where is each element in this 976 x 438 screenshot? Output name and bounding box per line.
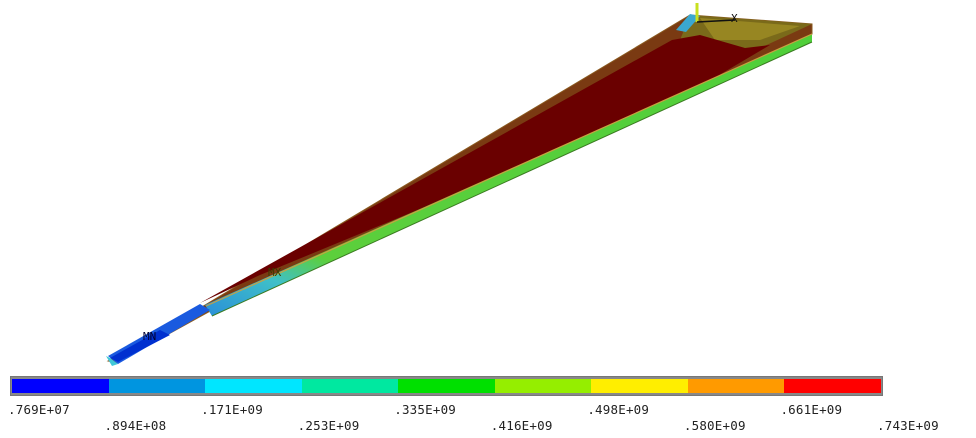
blade-root-highlight	[700, 18, 800, 40]
stress-contour-model: X MX MN	[106, 3, 813, 366]
legend-label-8: .580E+09	[683, 418, 746, 433]
max-marker: MX	[268, 266, 282, 279]
legend-swatch-4	[301, 379, 399, 393]
min-stress-region-core	[110, 330, 170, 362]
legend-label-2: .894E+08	[104, 418, 167, 433]
legend-label-3: .171E+09	[201, 402, 263, 417]
contour-legend: .769E+07 .894E+08 .171E+09 .253E+09 .335E+09…	[0, 370, 976, 438]
legend-swatch-9	[784, 379, 882, 393]
max-stress-region	[200, 35, 770, 303]
legend-swatch-7	[591, 379, 689, 393]
legend-swatch-3	[205, 379, 303, 393]
legend-label-9: .661E+09	[780, 402, 843, 417]
legend-swatch-8	[687, 379, 785, 393]
legend-swatch-6	[494, 379, 592, 393]
legend-swatch-1	[12, 379, 110, 393]
legend-label-10: .743E+09	[877, 418, 939, 433]
blade-edge-strip	[205, 34, 812, 316]
legend-label-5: .335E+09	[394, 402, 457, 417]
model-viewport[interactable]: X MX MN	[0, 0, 976, 370]
root-end-cap	[676, 14, 700, 32]
blade-lower-edge-line	[211, 41, 813, 317]
legend-label-1: .769E+07	[8, 402, 70, 417]
legend-color-bar	[10, 376, 883, 396]
blade-edge-line	[205, 33, 813, 307]
legend-label-7: .498E+09	[587, 402, 650, 417]
legend-label-4: .253E+09	[297, 418, 360, 433]
min-marker: MN	[143, 330, 156, 343]
blade-tip-edge	[106, 356, 118, 366]
legend-swatch-5	[398, 379, 496, 393]
legend-label-6: .416E+09	[490, 418, 553, 433]
legend-swatch-2	[108, 379, 206, 393]
axis-x-line	[696, 19, 736, 23]
axis-x-label: X	[731, 12, 738, 25]
